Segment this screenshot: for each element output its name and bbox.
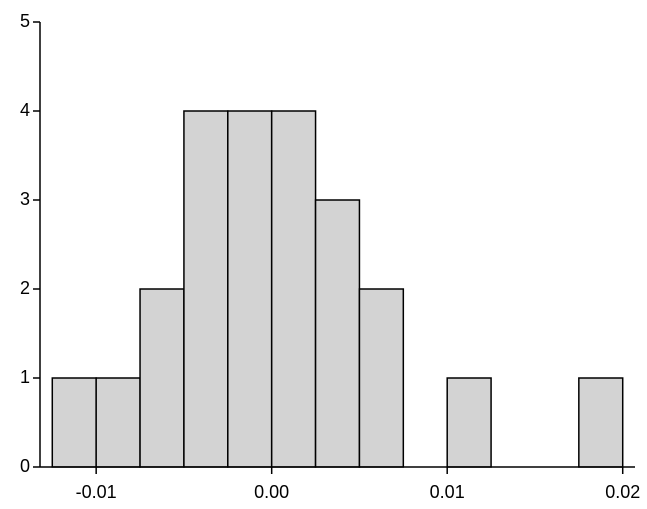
x-tick-label: -0.01 <box>76 482 117 502</box>
bar <box>446 377 492 468</box>
y-tick-label: 4 <box>20 100 30 120</box>
bar <box>139 288 185 468</box>
bar <box>578 377 624 468</box>
bar <box>358 288 405 468</box>
x-tick-label: 0.00 <box>254 482 289 502</box>
bar <box>51 377 97 468</box>
y-tick-label: 3 <box>20 189 30 209</box>
y-tick-label: 0 <box>20 456 30 476</box>
y-tick-label: 2 <box>20 278 30 298</box>
bar <box>314 199 361 468</box>
bar <box>227 110 273 468</box>
x-tick-label: 0.02 <box>605 482 640 502</box>
y-tick-label: 1 <box>20 367 30 387</box>
x-tick-label: 0.01 <box>430 482 465 502</box>
bar <box>183 110 229 468</box>
y-tick-label: 5 <box>20 11 30 31</box>
bar <box>270 110 317 468</box>
bar <box>95 377 141 468</box>
